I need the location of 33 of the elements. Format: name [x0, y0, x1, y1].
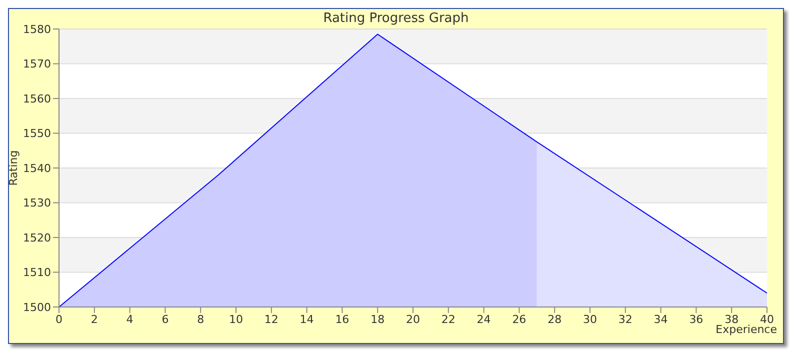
x-tick-label: 32	[618, 312, 632, 326]
x-tick-label: 8	[197, 312, 204, 326]
x-tick-label: 0	[56, 312, 62, 326]
x-tick-label: 10	[229, 312, 243, 326]
x-tick-label: 38	[724, 312, 739, 326]
x-tick-label: 2	[90, 312, 98, 326]
x-tick-label: 36	[689, 312, 704, 326]
x-tick-label: 28	[548, 312, 562, 326]
y-axis-title: Rating	[6, 150, 20, 186]
x-tick-label: 24	[476, 312, 491, 326]
x-tick-label: 34	[654, 312, 668, 326]
y-tick-label: 1550	[23, 127, 51, 140]
x-tick-label: 26	[512, 312, 526, 326]
x-tick-label: 18	[370, 312, 385, 326]
x-axis-title: Experience	[716, 323, 777, 336]
y-tick-label: 1520	[23, 231, 51, 244]
x-tick-label: 20	[406, 312, 420, 326]
y-tick-label: 1540	[23, 162, 51, 175]
y-tick-label: 1510	[23, 266, 51, 280]
x-tick-label: 12	[264, 312, 278, 326]
x-tick-label: 30	[583, 312, 597, 326]
x-tick-label: 4	[126, 312, 134, 326]
y-tick-label: 1560	[23, 92, 51, 106]
y-tick-label: 1530	[23, 196, 51, 210]
x-tick-label: 14	[300, 312, 314, 326]
y-tick-label: 1500	[23, 300, 51, 314]
y-tick-label: 1570	[23, 58, 51, 71]
y-tick-label: 1580	[23, 22, 51, 36]
x-tick-label: 6	[162, 312, 169, 326]
x-tick-label: 40	[760, 312, 774, 326]
x-tick-label: 16	[335, 312, 350, 326]
x-tick-label: 22	[441, 312, 456, 326]
chart-title: Rating Progress Graph	[323, 11, 469, 26]
